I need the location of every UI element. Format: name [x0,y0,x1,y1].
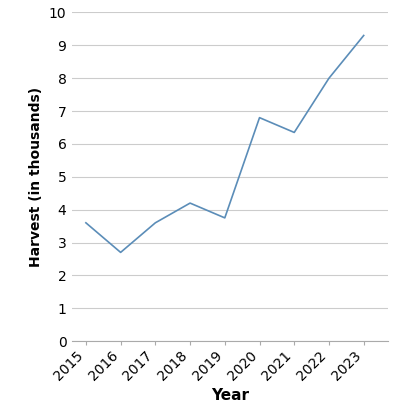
X-axis label: Year: Year [211,389,249,404]
Y-axis label: Harvest (in thousands): Harvest (in thousands) [29,87,43,267]
